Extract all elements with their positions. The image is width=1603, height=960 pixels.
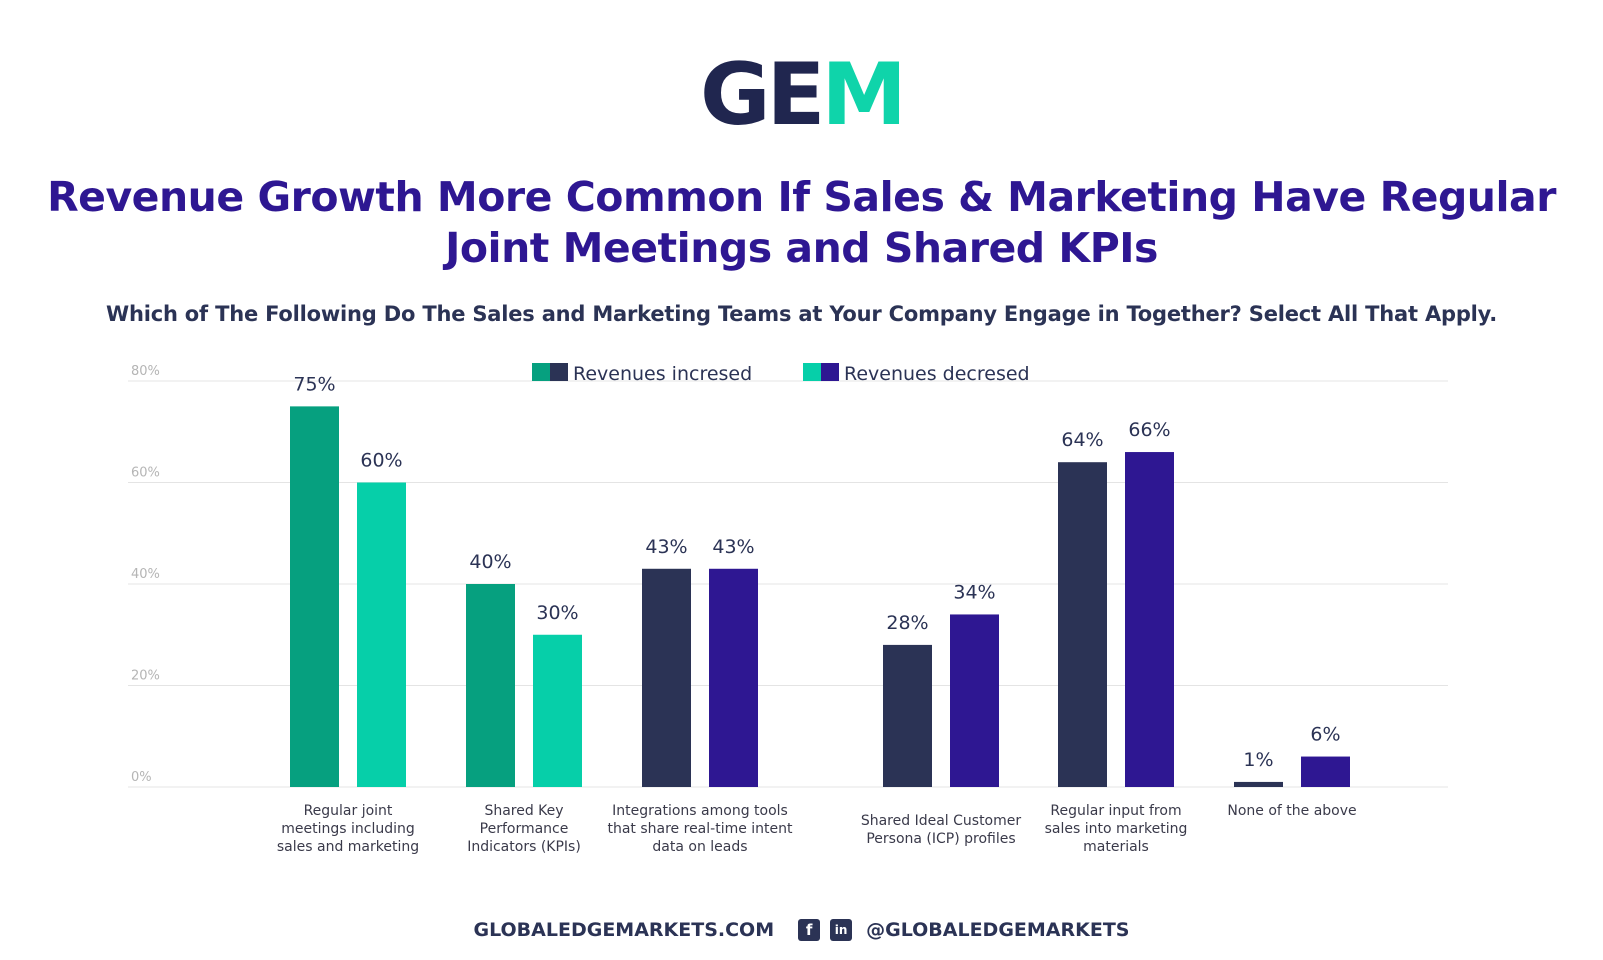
data-label: 75%: [293, 373, 335, 395]
x-category-label: Indicators (KPIs): [467, 839, 581, 855]
y-tick-label: 20%: [131, 669, 160, 684]
x-category-label: materials: [1083, 839, 1149, 855]
x-category-label: Regular joint: [304, 803, 393, 819]
bar: [883, 644, 932, 787]
legend-label: Revenues incresed: [573, 363, 752, 385]
bar: [466, 584, 515, 787]
x-category-label: sales and marketing: [277, 839, 419, 855]
legend-swatch: [821, 363, 839, 381]
x-category-label: that share real-time intent: [607, 821, 793, 837]
y-tick-label: 60%: [131, 466, 160, 481]
data-label: 64%: [1061, 429, 1103, 451]
bar: [357, 482, 406, 787]
x-category-label: Shared Key: [484, 803, 563, 819]
data-label: 43%: [712, 536, 754, 558]
data-label: 40%: [469, 551, 511, 573]
facebook-icon[interactable]: f: [798, 919, 821, 941]
bar: [642, 568, 691, 787]
bar: [533, 634, 582, 787]
x-category-label: None of the above: [1227, 803, 1356, 819]
y-tick-label: 0%: [131, 770, 152, 785]
logo-m: M: [821, 45, 907, 145]
legend-label: Revenues decresed: [844, 363, 1030, 385]
legend-swatch: [532, 363, 550, 381]
bar-chart: 0% 20% 40% 60% 80% 75% 40% 43% 28% 64% 1% 60% 30% 43%…: [128, 363, 1448, 855]
data-label: 34%: [953, 581, 995, 603]
x-category-label: Performance: [480, 821, 569, 837]
x-category-label: Shared Ideal Customer: [861, 813, 1022, 829]
chart-subtitle: Which of The Following Do The Sales and …: [105, 302, 1497, 326]
linkedin-icon[interactable]: in: [830, 919, 853, 941]
chart-title: Revenue Growth More Common If Sales & Ma…: [47, 173, 1556, 272]
x-category-label: Integrations among tools: [612, 803, 788, 819]
data-label: 1%: [1243, 749, 1273, 771]
bar: [290, 406, 339, 787]
gem-logo: GEM: [0, 52, 1603, 138]
footer: GLOBALEDGEMARKETS.COM f in @GLOBALEDGEMA…: [0, 912, 1603, 948]
data-label: 43%: [645, 536, 687, 558]
logo-ge: GE: [700, 45, 825, 145]
y-tick-label: 80%: [131, 364, 160, 379]
x-category-label: data on leads: [652, 839, 747, 855]
x-category-label: meetings including: [281, 821, 415, 837]
x-category-label: sales into marketing: [1045, 821, 1188, 837]
data-label: 66%: [1128, 419, 1170, 441]
data-label: 6%: [1310, 724, 1340, 746]
legend-swatch: [803, 363, 821, 381]
bar: [1058, 462, 1107, 787]
data-label: 28%: [886, 612, 928, 634]
bar: [709, 568, 758, 787]
footer-handle[interactable]: @GLOBALEDGEMARKETS: [866, 919, 1130, 941]
legend-swatch: [550, 363, 568, 381]
data-label: 30%: [536, 602, 578, 624]
x-category-label: Persona (ICP) profiles: [866, 831, 1015, 847]
y-tick-label: 40%: [131, 567, 160, 582]
bar: [1301, 756, 1350, 787]
data-label: 60%: [360, 450, 402, 472]
bar: [1125, 452, 1174, 787]
bar: [1234, 781, 1283, 787]
footer-site[interactable]: GLOBALEDGEMARKETS.COM: [473, 919, 775, 941]
bar: [950, 614, 999, 787]
x-category-label: Regular input from: [1050, 803, 1181, 819]
